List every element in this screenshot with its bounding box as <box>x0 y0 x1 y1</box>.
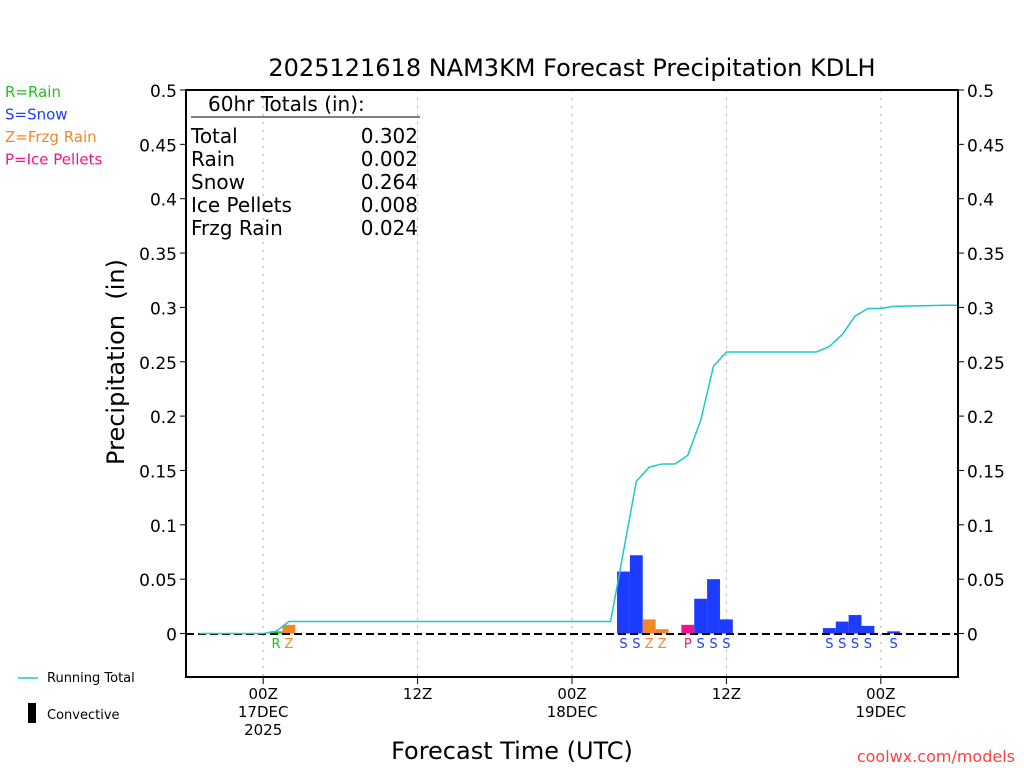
bar-type-label: R <box>272 637 281 652</box>
y-tick-label-right: 0.15 <box>967 462 1005 482</box>
y-tick-label-left: 0.45 <box>139 136 177 156</box>
bar-type-label: P <box>684 637 692 652</box>
y-tick-label-left: 0.3 <box>150 299 177 319</box>
y-tick-label-right: 0.45 <box>967 136 1005 156</box>
y-tick-label-left: 0.35 <box>139 245 177 265</box>
bar-S <box>707 579 720 634</box>
totals-label: Ice Pellets <box>191 193 292 217</box>
x-tick-label: 12Z <box>712 685 741 703</box>
x-tick-label: 00Z <box>866 685 895 703</box>
totals-heading: 60hr Totals (in): <box>208 92 365 116</box>
convective-legend-swatch <box>28 703 36 723</box>
y-tick-label-left: 0.25 <box>139 354 177 374</box>
y-tick-label-right: 0.2 <box>967 408 994 428</box>
y-tick-label-left: 0.05 <box>139 571 177 591</box>
y-tick-label-right: 0.05 <box>967 571 1005 591</box>
bar-type-label: S <box>722 637 730 652</box>
legend-R: R=Rain <box>5 83 61 101</box>
bar-type-label: S <box>697 637 705 652</box>
bar-S <box>861 625 875 634</box>
y-tick-label-right: 0 <box>967 626 978 646</box>
y-tick-label-right: 0.5 <box>967 82 994 102</box>
bar-S <box>822 628 836 634</box>
x-tick-label: 00Z <box>249 685 278 703</box>
totals-label: Frzg Rain <box>191 216 283 240</box>
bar-S <box>719 619 733 634</box>
totals-label: Snow <box>191 170 245 194</box>
bar-S <box>629 555 643 634</box>
bar-type-label: S <box>709 637 717 652</box>
totals-label: Total <box>190 124 238 148</box>
totals-value: 0.302 <box>361 124 418 148</box>
legend-Z: Z=Frzg Rain <box>5 128 97 146</box>
legend-S: S=Snow <box>5 106 68 124</box>
bar-type-label: S <box>864 637 872 652</box>
bar-S <box>694 598 708 634</box>
y-tick-label-left: 0.15 <box>139 462 177 482</box>
bar-Z <box>282 624 296 634</box>
totals-value: 0.264 <box>361 170 418 194</box>
bar-type-label: S <box>838 637 846 652</box>
watermark: coolwx.com/models <box>857 747 1015 766</box>
convective-legend-label: Convective <box>47 708 120 723</box>
chart-title: 2025121618 NAM3KM Forecast Precipitation… <box>268 54 875 82</box>
y-tick-label-left: 0.4 <box>150 191 177 211</box>
y-axis-label: Precipitation (in) <box>102 259 130 465</box>
bar-S <box>617 571 630 634</box>
bar-type-label: S <box>825 637 833 652</box>
bar-type-label: S <box>632 637 640 652</box>
bar-S <box>848 615 862 634</box>
bar-S <box>835 621 849 634</box>
totals-value: 0.008 <box>361 193 418 217</box>
y-tick-label-right: 0.1 <box>967 517 994 537</box>
y-tick-label-right: 0.35 <box>967 245 1005 265</box>
bar-type-label: Z <box>658 637 667 652</box>
totals-box: 60hr Totals (in): Total 0.302 Rain 0.002 Sno… <box>190 92 420 240</box>
y-tick-label-right: 0.4 <box>967 191 994 211</box>
bar-R <box>269 631 283 634</box>
bar-type-label: Z <box>645 637 654 652</box>
y-tick-label-right: 0.25 <box>967 354 1005 374</box>
bars <box>269 555 901 634</box>
running-total-legend-label: Running Total <box>47 671 135 686</box>
x-tick-label: 12Z <box>403 685 432 703</box>
bar-Z <box>642 619 656 634</box>
bar-type-label: S <box>619 637 627 652</box>
x-tick-label: 00Z <box>557 685 586 703</box>
x-axis-label: Forecast Time (UTC) <box>391 737 633 765</box>
y-tick-label-right: 0.3 <box>967 299 994 319</box>
bar-Z <box>655 629 669 634</box>
running-total-line <box>198 304 958 635</box>
bar-type-label: Z <box>284 637 293 652</box>
bar-type-label: S <box>890 637 898 652</box>
y-axis-ticks: 0 0 0.05 0.05 0.1 0.1 0.15 0.15 0.2 0.2 0.25 0.25 0.… <box>139 82 1005 646</box>
totals-label: Rain <box>191 147 235 171</box>
bar-type-label: S <box>851 637 859 652</box>
x-tick-label: 18DEC <box>547 703 598 721</box>
x-tick-label: 2025 <box>244 721 282 739</box>
x-tick-label: 19DEC <box>856 703 907 721</box>
totals-value: 0.002 <box>361 147 418 171</box>
y-tick-label-left: 0.1 <box>150 517 177 537</box>
y-tick-label-left: 0.2 <box>150 408 177 428</box>
precip-type-legend: R=Rain S=Snow Z=Frzg Rain P=Ice Pellets <box>5 83 102 169</box>
totals-value: 0.024 <box>361 216 418 240</box>
x-tick-label: 17DEC <box>238 703 289 721</box>
y-tick-label-left: 0 <box>166 626 177 646</box>
grid-lines <box>262 90 882 677</box>
bar-P <box>681 624 695 634</box>
legend-P: P=Ice Pellets <box>5 151 102 169</box>
bar-S <box>887 631 901 634</box>
y-tick-label-left: 0.5 <box>150 82 177 102</box>
